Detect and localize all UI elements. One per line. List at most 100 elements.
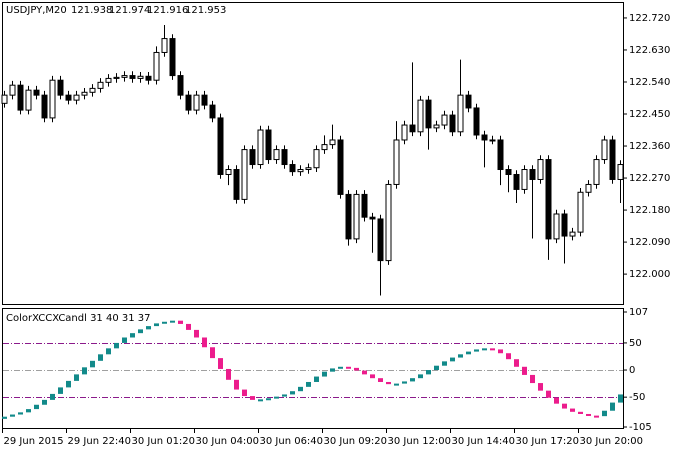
indicator-candle [362,370,367,375]
indicator-candle [498,349,503,354]
indicator-candle [546,390,551,398]
y-tick-label: 50 [629,338,642,349]
indicator-candle [258,399,263,402]
indicator-candle [554,397,559,404]
y-tick-label: 122.450 [629,109,670,120]
indicator-candle [450,357,455,362]
candle-body [369,216,376,220]
candle-body [105,77,112,83]
indicator-candle [282,394,287,397]
candle-body [553,213,560,240]
candle-body [193,94,200,111]
indicator-candle [570,408,575,412]
indicator-candle [586,413,591,416]
candle-body [409,124,416,133]
indicator-candle [538,383,543,391]
x-tick-label: 30 Jun 01:20 [132,436,196,447]
candle-body [89,87,96,93]
candle-body [601,139,608,161]
indicator-candle [594,415,599,418]
candle-body [209,104,216,119]
x-tick-label: 29 Jun 22:40 [68,436,132,447]
candle-body [329,139,336,146]
candle-body [249,149,256,166]
x-tick-label: 29 Jun 2015 [4,436,64,447]
indicator-candle [234,379,239,390]
candle-body [273,149,280,161]
indicator-candle [434,365,439,371]
candle-body [433,124,440,129]
candle-body [505,169,512,175]
indicator-candle [226,368,231,380]
indicator-candle [114,342,119,349]
candle-body [137,75,144,79]
ohlc-value: 121.953 [185,5,226,16]
candle-body [97,81,104,89]
indicator-candle [202,337,207,348]
indicator-candle [74,374,79,381]
x-tick-label: 30 Jun 06:40 [260,436,324,447]
candle-body [441,114,448,126]
candle-body [233,169,240,200]
main-panel [2,2,624,305]
y-tick-label: 122.180 [629,205,670,216]
indicator-candle [58,387,63,394]
indicator-candle [82,367,87,375]
candle-body [577,191,584,233]
x-tick-label: 30 Jun 20:00 [580,436,644,447]
indicator-candle [522,366,527,375]
candle-body [593,159,600,185]
candle-body [33,89,40,96]
indicator-candle [378,378,383,382]
indicator-candle [178,320,183,324]
candle-body [57,79,64,96]
indicator-candle [146,326,151,330]
indicator-candle [618,394,623,403]
indicator-candle [194,329,199,338]
candle-body [257,129,264,166]
candle-body [305,167,312,171]
indicator-candle [314,376,319,382]
y-tick-label: 122.540 [629,77,670,88]
candle-body [201,94,208,106]
indicator-candle [154,323,159,327]
indicator-candle [418,374,423,379]
candle-body [121,75,128,78]
indicator-candle [394,383,399,386]
candle-body [465,94,472,109]
indicator-candle [578,411,583,414]
indicator-candle [330,368,335,372]
candle-body [1,94,8,104]
indicator-candle [42,399,47,405]
candle-body [585,183,592,193]
indicator-candle [346,366,351,369]
candle-body [185,94,192,111]
candle-body [497,139,504,171]
candle-body [9,84,16,96]
candle-body [169,38,176,77]
indicator-candle [106,348,111,355]
candle-body [25,89,32,111]
indicator-candle [530,374,535,384]
indicator-candle [50,393,55,400]
y-tick-label: 122.360 [629,141,670,152]
candle-body [353,193,360,240]
indicator-candle [610,402,615,411]
x-tick-label: 30 Jun 12:00 [388,436,452,447]
candle-body [569,231,576,237]
candle-body [385,183,392,262]
indicator-candle [162,321,167,324]
candle-body [561,213,568,237]
candle-body [297,169,304,173]
indicator-candle [10,414,15,417]
indicator-candle [466,351,471,355]
candle-body [377,218,384,262]
indicator-candle [426,370,431,375]
candle-body [17,84,24,111]
candle-body [73,94,80,101]
candle-body [545,159,552,240]
indicator-candle [170,320,175,323]
y-tick-label: 122.630 [629,45,670,56]
candle-body [81,91,88,96]
